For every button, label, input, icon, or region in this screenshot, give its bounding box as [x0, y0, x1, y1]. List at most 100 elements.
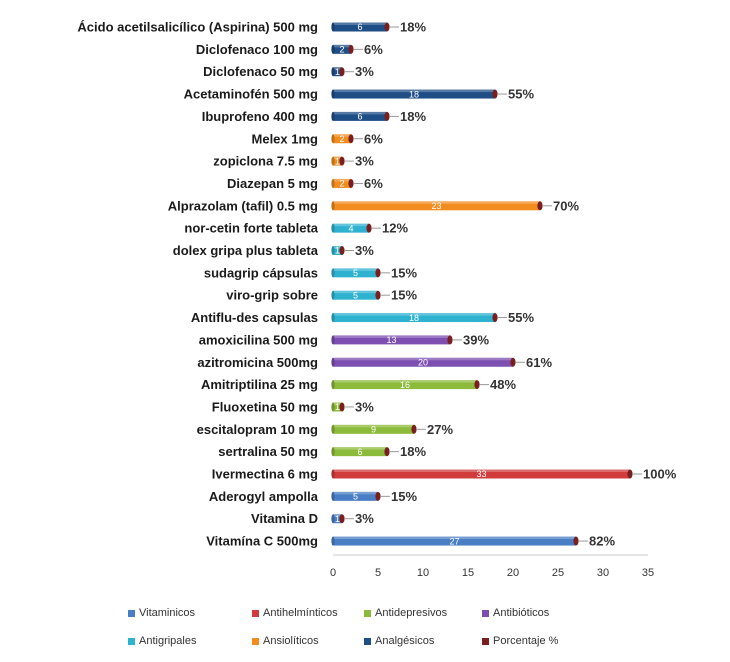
bar-value-label: 27	[449, 536, 459, 546]
category-label: Ivermectina 6 mg	[212, 467, 318, 482]
bar-highlight	[333, 268, 378, 271]
legend-item: Vitaminicos	[128, 606, 252, 620]
category-label: Vitamína C 500mg	[206, 534, 318, 549]
bar-value-label: 13	[386, 335, 396, 345]
legend-swatch	[364, 637, 371, 645]
legend-item: Antibióticos	[482, 606, 598, 620]
bar-highlight	[333, 89, 495, 93]
percent-marker	[348, 44, 354, 54]
bar-cap	[331, 111, 335, 121]
category-label: sudagrip cápsulas	[204, 265, 318, 280]
percent-marker	[348, 134, 354, 144]
percent-marker	[492, 313, 498, 323]
category-label: Antiflu-des capsulas	[191, 310, 318, 325]
bar-highlight	[333, 178, 351, 182]
bar-highlight	[333, 223, 369, 227]
legend-label: Vitaminicos	[139, 607, 196, 619]
category-label: Ácido acetilsalicílico (Aspirina) 500 mg	[77, 20, 318, 35]
legend: Vitaminicos Antihelmínticos Antidepresivos…	[128, 606, 598, 662]
bar-cap	[331, 246, 335, 255]
legend-row: Antigripales Ansiolíticos Analgésicos Porce…	[128, 634, 598, 648]
percent-label: 18%	[400, 109, 426, 124]
percent-label: 82%	[589, 534, 615, 549]
bar-cap	[331, 491, 335, 501]
legend-item: Antigripales	[128, 634, 252, 648]
bar-highlight	[333, 447, 387, 450]
legend-swatch	[482, 609, 489, 617]
bar-chart: 0 5 10 15 20 25 30 35 Ácido acetilsalicílico (A…	[77, 20, 676, 580]
category-label: sertralina 50 mg	[218, 444, 318, 459]
legend-swatch	[252, 637, 259, 645]
bar-value-label: 1	[335, 246, 340, 256]
bar-cap	[331, 514, 335, 524]
legend-label: Porcentaje %	[493, 635, 559, 647]
bars	[331, 22, 633, 546]
category-label: Alprazolam (tafil) 0.5 mg	[168, 198, 318, 213]
percent-marker	[366, 223, 372, 233]
bar-cap	[331, 424, 335, 434]
percent-label: 3%	[355, 154, 374, 169]
bar-cap	[331, 402, 335, 412]
x-tick-label: 35	[642, 567, 654, 579]
bar-highlight	[333, 111, 387, 115]
bar-cap	[331, 469, 335, 479]
bar-value-label: 5	[353, 268, 358, 278]
bar-cap	[331, 290, 335, 300]
bar-highlight	[333, 335, 450, 338]
percent-label: 18%	[400, 20, 426, 35]
percent-label: 18%	[400, 444, 426, 459]
percent-label: 12%	[382, 221, 408, 236]
bar-cap	[331, 67, 335, 77]
bar-value-label: 9	[371, 425, 376, 435]
percent-label: 15%	[391, 489, 417, 504]
bar	[333, 424, 414, 434]
percent-marker	[384, 111, 390, 121]
bar-cap	[331, 335, 335, 345]
bar	[333, 402, 342, 412]
bar-value-label: 20	[418, 357, 428, 367]
percent-marker	[339, 67, 345, 77]
percent-label: 3%	[355, 399, 374, 414]
bar	[333, 44, 351, 54]
bar	[333, 290, 378, 300]
bar-value-label: 2	[339, 45, 344, 55]
bar-value-label: 1	[335, 156, 340, 166]
percent-label: 100%	[643, 467, 677, 482]
labels: Ácido acetilsalicílico (Aspirina) 500 mg…	[77, 20, 676, 549]
legend-label: Antigripales	[139, 635, 197, 647]
bar	[333, 223, 369, 233]
legend-label: Antibióticos	[493, 607, 550, 619]
percent-label: 15%	[391, 265, 417, 280]
percent-marker	[339, 156, 345, 166]
percent-label: 70%	[553, 198, 579, 213]
bar-value-label: 16	[400, 380, 410, 390]
bar-value-label: 6	[357, 22, 362, 32]
bar-cap	[331, 223, 335, 233]
bar-highlight	[333, 357, 513, 361]
percent-marker	[339, 514, 345, 524]
category-label: dolex gripa plus tableta	[173, 243, 319, 258]
category-label: Fluoxetina 50 mg	[212, 399, 318, 414]
bar-value-label: 6	[357, 112, 362, 122]
percent-label: 3%	[355, 511, 374, 526]
bar-highlight	[333, 424, 414, 428]
percent-marker	[384, 22, 390, 32]
bar-value-label: 5	[353, 492, 358, 502]
category-label: Amitriptilina 25 mg	[201, 377, 318, 392]
category-label: Acetaminofén 500 mg	[184, 87, 318, 102]
bar-value-label: 18	[409, 313, 419, 323]
x-tick-label: 10	[417, 567, 429, 579]
bar	[333, 111, 387, 121]
bar-value-label: 6	[357, 447, 362, 457]
bar	[333, 134, 351, 144]
x-tick-label: 20	[507, 567, 519, 579]
percent-label: 39%	[463, 332, 489, 347]
legend-label: Analgésicos	[375, 635, 435, 647]
percent-marker	[339, 246, 345, 255]
category-label: Diclofenaco 50 mg	[203, 64, 318, 79]
bar-value-label: 23	[431, 201, 441, 211]
percent-label: 27%	[427, 422, 453, 437]
bar	[333, 380, 477, 390]
legend-label: Ansiolíticos	[263, 635, 319, 647]
legend-item: Porcentaje %	[482, 634, 598, 648]
